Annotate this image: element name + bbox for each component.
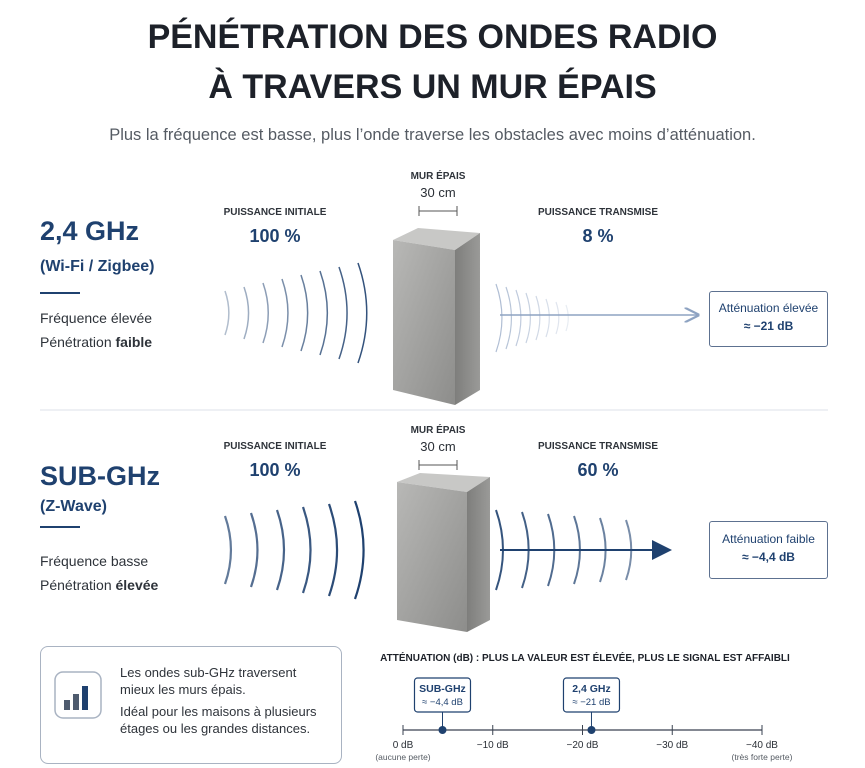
wave-arc: [327, 503, 339, 597]
note-line: Idéal pour les maisons à plusieurs: [120, 704, 317, 719]
scale-tick-note: (très forte perte): [732, 752, 793, 762]
frequency: Fréquence basse: [40, 553, 149, 569]
marker-box: [413, 677, 472, 713]
wave-arc: [521, 511, 530, 589]
wall-label: MUR ÉPAIS: [410, 171, 466, 182]
wave-arc: [555, 301, 560, 335]
wave-arc: [262, 282, 269, 344]
thickness-bracket: [418, 206, 458, 216]
band-name: 2,4 GHz: [40, 216, 140, 246]
marker-name: 2,4 GHz: [572, 683, 611, 695]
scale-tick-label: −40 dB: [746, 740, 778, 751]
wall-label: MUR ÉPAIS: [410, 425, 466, 436]
wave-arc: [495, 283, 503, 353]
wave-arc: [545, 298, 550, 338]
wave-arc: [301, 506, 312, 594]
scale-tick-label: −10 dB: [477, 740, 509, 751]
wave-arc: [357, 262, 368, 364]
transmitted-label: PUISSANCE TRANSMISE: [537, 441, 658, 452]
wave-arc: [495, 509, 504, 591]
wave-arc: [338, 266, 348, 360]
penetration-prefix: Pénétration: [40, 577, 112, 593]
wall: [393, 228, 480, 405]
initial-value: 100 %: [249, 226, 301, 246]
frequency: Fréquence élevée: [40, 310, 153, 326]
wave-arc: [224, 290, 230, 336]
transmitted-value: 60 %: [577, 460, 619, 480]
thickness-bracket: [418, 460, 458, 470]
wave-arc: [573, 515, 581, 585]
marker-label: ≈ −21 dB: [572, 697, 610, 708]
wave-arc: [565, 304, 569, 332]
transmitted-label: PUISSANCE TRANSMISE: [537, 207, 658, 218]
scale-tick-note: (aucune perte): [375, 752, 430, 762]
wall-thickness: 30 cm: [420, 439, 456, 454]
wave-arc: [223, 515, 232, 585]
wave-arc: [515, 289, 522, 347]
transmitted-value: 8 %: [582, 226, 614, 246]
protocols: (Wi-Fi / Zigbee): [40, 258, 155, 275]
wave-arc: [275, 509, 286, 591]
penetration-level: élevée: [115, 577, 159, 593]
note-line: étages ou les grandes distances.: [120, 721, 311, 736]
wave-arc: [281, 278, 289, 348]
wave-arc: [535, 295, 541, 341]
attenuation-title: Atténuation élevée: [718, 301, 819, 315]
wave-arc: [505, 286, 512, 350]
scale-tick-label: −20 dB: [567, 740, 599, 751]
wave-arc: [599, 517, 607, 583]
marker-dot: [438, 726, 447, 734]
penetration: Pénétration faible: [40, 334, 152, 350]
wave-arc: [300, 274, 309, 352]
attenuation-box: Atténuation élevée ≈ −21 dB: [709, 291, 828, 347]
title-line: PÉNÉTRATION DES ONDES RADIO: [147, 18, 718, 56]
attenuation-value: ≈ −21 dB: [743, 319, 794, 333]
scale-tick-label: 0 dB: [393, 740, 414, 751]
note-line: Les ondes sub-GHz traversent: [120, 665, 297, 680]
initial-value: 100 %: [249, 460, 301, 480]
wave-arc: [319, 270, 329, 356]
attenuation-value: ≈ −4,4 dB: [742, 550, 795, 564]
title-line: À TRAVERS UN MUR ÉPAIS: [208, 68, 657, 106]
marker-name: SUB-GHz: [419, 683, 466, 695]
note-line: mieux les murs épais.: [120, 682, 246, 697]
initial-label: PUISSANCE INITIALE: [223, 441, 327, 452]
wave-arc: [243, 286, 250, 340]
attenuation-scale: 0 dB(aucune perte) −10 dB −20 dB −30 dB −40 …: [375, 677, 793, 762]
marker-dot: [587, 726, 596, 734]
wall-thickness: 30 cm: [420, 185, 456, 200]
protocols: (Z-Wave): [40, 498, 107, 515]
wave-arc: [353, 500, 365, 600]
penetration-prefix: Pénétration: [40, 334, 112, 350]
wave-arc: [547, 513, 556, 587]
band-name: SUB-GHz: [40, 461, 160, 491]
attenuation-title: Atténuation faible: [722, 532, 815, 546]
subtitle: Plus la fréquence est basse, plus l’onde…: [109, 126, 756, 144]
initial-label: PUISSANCE INITIALE: [223, 207, 327, 218]
scale-title: ATTÉNUATION (dB) : PLUS LA VALEUR EST ÉL…: [380, 653, 790, 664]
wave-arc: [249, 512, 259, 588]
signal-icon: [54, 671, 102, 719]
marker-label: ≈ −4,4 dB: [422, 697, 463, 708]
penetration: Pénétration élevée: [40, 577, 158, 593]
scale-tick-label: −30 dB: [656, 740, 688, 751]
penetration-level: faible: [115, 334, 153, 350]
wave-arc: [525, 292, 531, 344]
wall: [397, 473, 490, 632]
marker-box: [562, 677, 621, 713]
attenuation-box: Atténuation faible ≈ −4,4 dB: [709, 521, 828, 579]
wave-arc: [625, 519, 633, 581]
note-box: [40, 646, 342, 764]
